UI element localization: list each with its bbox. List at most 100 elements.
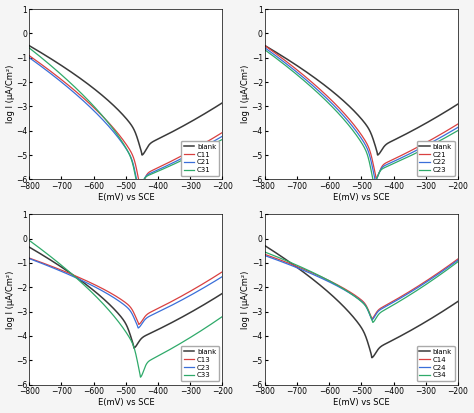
- C24: [274, 257, 280, 262]
- C11: [144, 172, 150, 177]
- Line: C22: C22: [265, 48, 458, 180]
- Line: C23: C23: [29, 259, 222, 328]
- C21: [144, 173, 150, 178]
- C23: [27, 256, 32, 261]
- C23: [144, 316, 150, 320]
- C34: [385, 306, 391, 311]
- C22: [262, 45, 268, 50]
- C23: [428, 143, 434, 148]
- C21: [385, 159, 391, 164]
- Line: blank: blank: [265, 246, 458, 358]
- C31: [173, 161, 179, 166]
- C31: [219, 137, 225, 142]
- C23: [139, 322, 145, 327]
- C33: [137, 375, 143, 380]
- C22: [274, 54, 280, 59]
- C11: [139, 184, 145, 189]
- C21: [173, 159, 179, 164]
- C11: [193, 146, 199, 151]
- C23: [150, 312, 155, 317]
- blank: [193, 307, 199, 312]
- C14: [369, 316, 375, 321]
- C33: [38, 247, 44, 252]
- blank: [375, 152, 381, 157]
- C14: [428, 275, 434, 280]
- C11: [38, 62, 44, 66]
- blank: [380, 147, 385, 152]
- blank: [139, 152, 145, 157]
- Legend: blank, C14, C24, C34: blank, C14, C24, C34: [417, 346, 455, 381]
- C11: [173, 156, 179, 161]
- C14: [262, 252, 268, 257]
- C23: [193, 290, 199, 295]
- Y-axis label: log I (μA/Cm²): log I (μA/Cm²): [241, 270, 250, 329]
- Line: blank: blank: [265, 45, 458, 155]
- C24: [428, 276, 434, 281]
- C33: [27, 238, 32, 243]
- C21: [38, 64, 44, 69]
- blank: [262, 243, 268, 248]
- blank: [150, 139, 155, 144]
- blank: [455, 102, 461, 107]
- Line: blank: blank: [29, 247, 222, 348]
- C22: [374, 175, 380, 180]
- C23: [136, 325, 141, 330]
- C24: [385, 303, 391, 308]
- blank: [385, 340, 391, 345]
- blank: [374, 150, 380, 154]
- C33: [139, 373, 145, 378]
- C23: [385, 164, 391, 169]
- C21: [139, 183, 145, 188]
- C13: [144, 312, 150, 317]
- blank: [369, 355, 375, 360]
- C23: [219, 274, 225, 279]
- C31: [135, 184, 140, 189]
- blank: [38, 50, 44, 55]
- blank: [262, 43, 268, 48]
- C11: [137, 184, 143, 189]
- C21: [274, 52, 280, 57]
- blank: [27, 244, 32, 249]
- C34: [428, 278, 434, 283]
- C13: [27, 256, 32, 261]
- C34: [455, 259, 461, 264]
- C24: [374, 310, 380, 315]
- blank: [144, 146, 150, 151]
- C23: [274, 56, 280, 61]
- C31: [193, 151, 199, 156]
- C23: [455, 128, 461, 133]
- Line: C13: C13: [29, 258, 222, 325]
- Y-axis label: log I (μA/Cm²): log I (μA/Cm²): [6, 65, 15, 123]
- C23: [374, 175, 380, 180]
- Line: C31: C31: [29, 48, 222, 187]
- Line: blank: blank: [29, 46, 222, 155]
- C24: [409, 289, 414, 294]
- X-axis label: E(mV) vs SCE: E(mV) vs SCE: [98, 193, 154, 202]
- blank: [380, 343, 385, 348]
- C21: [409, 148, 414, 153]
- C24: [380, 306, 385, 311]
- C14: [455, 256, 461, 261]
- C21: [219, 134, 225, 139]
- X-axis label: E(mV) vs SCE: E(mV) vs SCE: [333, 399, 390, 408]
- X-axis label: E(mV) vs SCE: E(mV) vs SCE: [98, 399, 154, 408]
- blank: [274, 50, 280, 55]
- C33: [193, 332, 199, 337]
- C24: [455, 258, 461, 263]
- C31: [144, 174, 150, 179]
- C24: [262, 253, 268, 258]
- Line: C21: C21: [29, 58, 222, 187]
- C34: [374, 314, 380, 319]
- C21: [27, 55, 32, 60]
- Line: C14: C14: [265, 254, 458, 319]
- C14: [409, 288, 414, 293]
- C33: [173, 344, 179, 349]
- C13: [219, 269, 225, 274]
- C11: [150, 168, 155, 173]
- blank: [219, 100, 225, 105]
- C21: [374, 174, 380, 179]
- C22: [385, 161, 391, 166]
- C21: [193, 149, 199, 154]
- C21: [262, 43, 268, 48]
- C21: [380, 164, 385, 169]
